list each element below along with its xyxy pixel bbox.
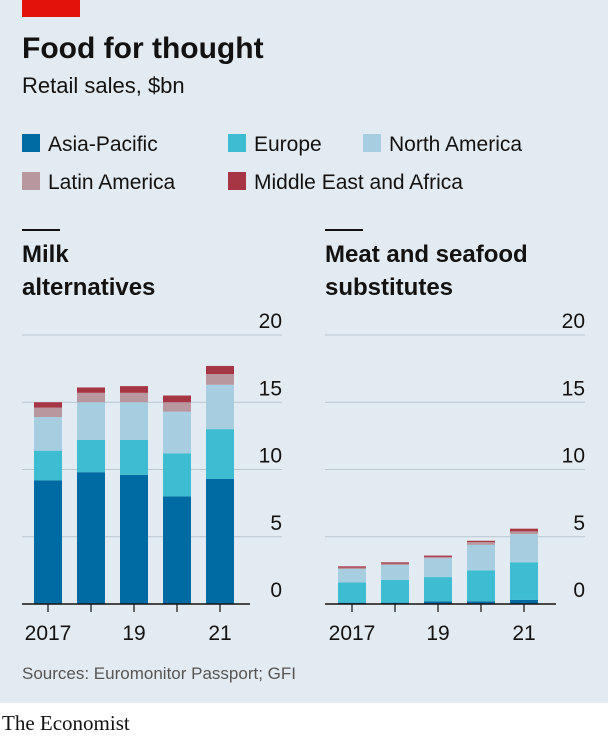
panel-meat-and-seafood-substitutes-bar-2019-latin-america <box>424 556 452 559</box>
panel-milk-alternatives-bar-2017-middle-east-and-africa <box>34 402 62 408</box>
legend-swatch-north-america <box>363 134 381 152</box>
panel-milk-alternatives-bar-2021-middle-east-and-africa <box>206 365 234 375</box>
panel-milk-alternatives-title-line-2: alternatives <box>22 274 155 301</box>
panel-meat-and-seafood-substitutes-bar-2020-asia-pacific <box>467 601 495 604</box>
brand-bar <box>22 0 80 17</box>
panel-meat-and-seafood-substitutes-bar-2021-europe <box>510 562 538 600</box>
panel-meat-and-seafood-substitutes-title-line-2: substitutes <box>325 274 453 301</box>
panel-milk-alternatives-bar-2018-north-america <box>77 402 105 440</box>
brand-name: The Economist <box>2 711 130 735</box>
panel-meat-and-seafood-substitutes-x-tick-2017: 2017 <box>329 622 376 645</box>
legend-label-latin-america: Latin America <box>48 171 176 194</box>
panel-meat-and-seafood-substitutes-bar-2020-europe <box>467 570 495 602</box>
panel-milk-alternatives-y-tick-10: 10 <box>259 445 282 468</box>
panel-milk-alternatives-y-tick-0: 0 <box>270 579 282 602</box>
legend: Asia-Pacific Europe North America Latin Ame… <box>22 133 522 194</box>
panel-meat-and-seafood-substitutes: Meat and seafood substitutes 0 5 10 15 20 2017 1… <box>325 229 585 645</box>
panel-meat-and-seafood-substitutes-bar-2021-middle-east-and-africa <box>510 528 538 532</box>
panel-milk-alternatives-bar-2021-north-america <box>206 384 234 430</box>
panel-milk-alternatives-bar-2017-asia-pacific <box>34 480 62 604</box>
panel-milk-alternatives-bar-2018-europe <box>77 439 105 473</box>
panel-meat-and-seafood-substitutes-bar-2021-latin-america <box>510 531 538 535</box>
panel-meat-and-seafood-substitutes-bar-2018-middle-east-and-africa <box>381 562 409 564</box>
panel-milk-alternatives-bar-2017-north-america <box>34 417 62 451</box>
panel-milk-alternatives-bar-2018-middle-east-and-africa <box>77 387 105 393</box>
panel-milk-alternatives-bar-2019-asia-pacific <box>120 474 148 604</box>
panel-milk-alternatives-y-tick-20: 20 <box>259 310 282 333</box>
chart-subtitle: Retail sales, $bn <box>22 73 185 98</box>
panel-milk-alternatives-title-rule <box>22 229 60 231</box>
panel-meat-and-seafood-substitutes-bar-2019-north-america <box>424 558 452 578</box>
legend-swatch-europe <box>228 134 246 152</box>
panel-milk-alternatives-bar-2019-latin-america <box>120 392 148 403</box>
panel-milk-alternatives-title-line-1: Milk <box>22 241 69 268</box>
panel-meat-and-seafood-substitutes-bar-2021-north-america <box>510 534 538 563</box>
panel-meat-and-seafood-substitutes-y-tick-15: 15 <box>562 377 585 400</box>
panel-milk-alternatives-bar-2018-latin-america <box>77 392 105 403</box>
panel-milk-alternatives-bar-2017-latin-america <box>34 407 62 418</box>
panel-meat-and-seafood-substitutes-y-tick-0: 0 <box>573 579 585 602</box>
panel-milk-alternatives-x-tick-19: 19 <box>122 622 145 645</box>
legend-swatch-asia-pacific <box>22 134 40 152</box>
panel-meat-and-seafood-substitutes-bar-2018-latin-america <box>381 563 409 565</box>
panel-milk-alternatives-bar-2020-asia-pacific <box>163 496 191 604</box>
panel-milk-alternatives-x-tick-21: 21 <box>208 622 231 645</box>
panel-milk-alternatives-bar-2021-europe <box>206 429 234 479</box>
legend-label-middle-east-and-africa: Middle East and Africa <box>254 171 463 194</box>
panel-meat-and-seafood-substitutes-title-rule <box>325 229 363 231</box>
panel-milk-alternatives-bar-2020-europe <box>163 453 191 497</box>
panel-milk-alternatives-bar-2017-europe <box>34 450 62 481</box>
panel-milk-alternatives-x-tick-2017: 2017 <box>25 622 72 645</box>
panel-milk-alternatives-bar-2021-asia-pacific <box>206 478 234 604</box>
panel-meat-and-seafood-substitutes-title-line-1: Meat and seafood <box>325 241 528 268</box>
panel-milk-alternatives-bar-2021-latin-america <box>206 374 234 385</box>
legend-swatch-middle-east-and-africa <box>228 172 246 190</box>
panel-meat-and-seafood-substitutes-bar-2020-middle-east-and-africa <box>467 540 495 543</box>
legend-label-europe: Europe <box>254 133 322 156</box>
legend-swatch-latin-america <box>22 172 40 190</box>
panel-milk-alternatives-bar-2020-latin-america <box>163 402 191 412</box>
panel-meat-and-seafood-substitutes-x-tick-21: 21 <box>512 622 535 645</box>
panel-milk-alternatives-bar-2018-asia-pacific <box>77 472 105 604</box>
panel-meat-and-seafood-substitutes-bar-2019-middle-east-and-africa <box>424 555 452 557</box>
panel-milk-alternatives-bar-2020-north-america <box>163 411 191 454</box>
panel-meat-and-seafood-substitutes-bar-2019-asia-pacific <box>424 601 452 604</box>
panel-meat-and-seafood-substitutes-y-tick-5: 5 <box>573 512 585 535</box>
panel-meat-and-seafood-substitutes-bar-2017-north-america <box>338 569 366 583</box>
panel-meat-and-seafood-substitutes-y-tick-20: 20 <box>562 310 585 333</box>
panel-milk-alternatives-bar-2019-europe <box>120 439 148 475</box>
panel-meat-and-seafood-substitutes-bar-2021-asia-pacific <box>510 599 538 604</box>
panel-meat-and-seafood-substitutes-bar-2017-europe <box>338 582 366 603</box>
panel-milk-alternatives-bar-2019-middle-east-and-africa <box>120 386 148 393</box>
panel-milk-alternatives-y-tick-5: 5 <box>270 512 282 535</box>
panel-meat-and-seafood-substitutes-bar-2017-latin-america <box>338 567 366 570</box>
panel-milk-alternatives-bar-2019-north-america <box>120 402 148 440</box>
chart-title: Food for thought <box>22 32 264 65</box>
panel-meat-and-seafood-substitutes-y-tick-10: 10 <box>562 445 585 468</box>
panel-meat-and-seafood-substitutes-bar-2020-latin-america <box>467 542 495 545</box>
panel-meat-and-seafood-substitutes-bar-2018-europe <box>381 579 409 603</box>
panel-meat-and-seafood-substitutes-bar-2019-europe <box>424 577 452 602</box>
legend-label-asia-pacific: Asia-Pacific <box>48 133 158 156</box>
legend-label-north-america: North America <box>389 133 522 156</box>
panel-meat-and-seafood-substitutes-bar-2018-north-america <box>381 564 409 580</box>
panel-milk-alternatives-y-tick-15: 15 <box>259 377 282 400</box>
source-note: Sources: Euromonitor Passport; GFI <box>22 664 296 683</box>
panel-meat-and-seafood-substitutes-bar-2017-middle-east-and-africa <box>338 566 366 568</box>
panel-milk-alternatives-bar-2020-middle-east-and-africa <box>163 395 191 403</box>
panel-meat-and-seafood-substitutes-x-tick-19: 19 <box>426 622 449 645</box>
panel-milk-alternatives: Milk alternatives 0 5 10 15 20 2017 19 21 <box>22 229 282 645</box>
panel-meat-and-seafood-substitutes-bar-2020-north-america <box>467 544 495 571</box>
